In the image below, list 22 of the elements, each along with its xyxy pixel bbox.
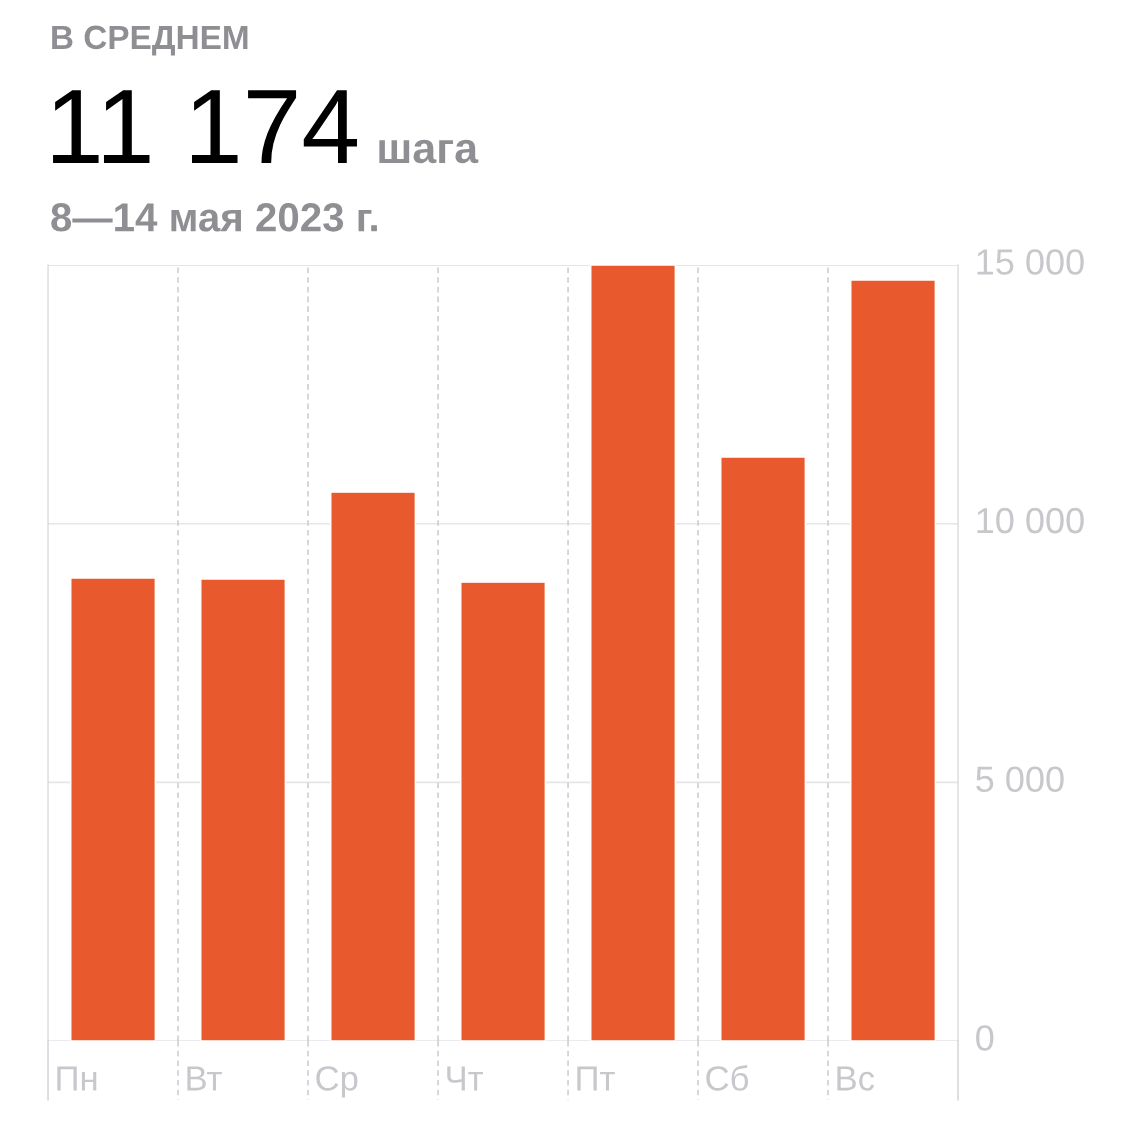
x-tick-label: Чт <box>447 1066 483 1091</box>
x-tick-label: Сб <box>706 1064 749 1091</box>
x-tick-label: Вт <box>187 1066 222 1091</box>
chart-subtitle: 8—14 мая 2023 г. <box>51 203 377 232</box>
bar <box>590 265 676 1042</box>
y-tick-label: 5 000 <box>976 766 1064 793</box>
y-tick-label: 0 <box>976 1025 994 1051</box>
chart-title: В СРЕДНЕМ <box>52 25 248 56</box>
bar <box>330 491 416 1042</box>
bar <box>720 456 806 1042</box>
x-tick-label: Пт <box>577 1066 615 1091</box>
text: шага <box>379 139 479 164</box>
bar <box>850 279 936 1042</box>
x-tick-label: Пн <box>57 1066 97 1091</box>
x-tick-label: Ср <box>316 1066 358 1098</box>
bar <box>200 578 286 1042</box>
y-tick-label: 15 000 <box>977 249 1084 275</box>
x-tick-label: Вс <box>837 1066 875 1091</box>
bar <box>460 581 546 1042</box>
y-tick-label: 10 000 <box>977 507 1084 534</box>
text: 11 174 <box>53 90 357 163</box>
bar <box>70 577 156 1042</box>
